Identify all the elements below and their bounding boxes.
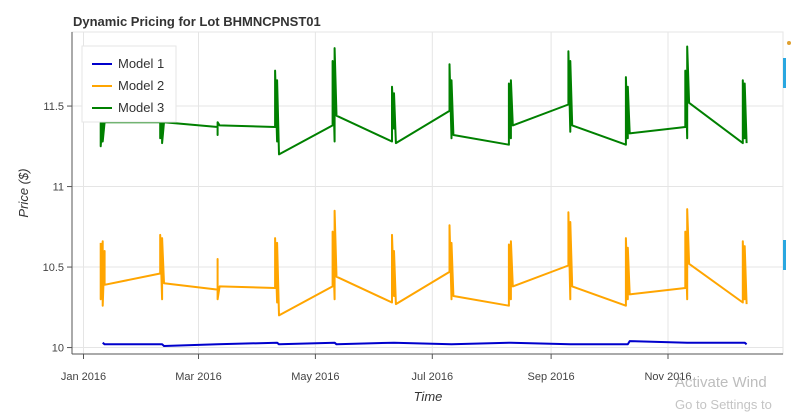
- legend-label-model-1: Model 1: [118, 56, 164, 71]
- x-tick-label: May 2016: [291, 371, 339, 383]
- chart-title: Dynamic Pricing for Lot BHMNCPNST01: [73, 14, 321, 29]
- y-tick-label: 11: [53, 182, 64, 194]
- activation-watermark-title: Activate Wind: [675, 374, 767, 391]
- series-layer: [99, 45, 748, 347]
- legend-label-model-3: Model 3: [118, 100, 164, 115]
- x-tick-label: Nov 2016: [644, 371, 691, 383]
- x-tick-label: Jul 2016: [411, 371, 453, 383]
- grid-layer: [72, 32, 783, 354]
- y-axis-ticks: 10 10.5 11 11.5: [43, 101, 72, 355]
- y-tick-label: 10.5: [43, 262, 64, 274]
- corner-dot: [787, 41, 791, 45]
- x-tick-label: Sep 2016: [528, 371, 575, 383]
- legend-label-model-2: Model 2: [118, 78, 164, 93]
- series-line-model-3: [99, 45, 748, 156]
- x-axis-ticks: Jan 2016 Mar 2016 May 2016 Jul 2016 Sep 2016…: [61, 354, 692, 383]
- activation-watermark-subtitle: Go to Settings to: [675, 397, 772, 412]
- legend: Model 1 Model 2 Model 3: [81, 45, 177, 123]
- side-marker-top: [783, 58, 786, 88]
- y-tick-label: 10: [52, 343, 64, 355]
- y-axis-label: Price ($): [16, 168, 31, 217]
- plot-frame: [71, 31, 784, 355]
- side-marker-bottom: [783, 240, 786, 270]
- x-tick-label: Jan 2016: [61, 371, 106, 383]
- x-axis-label: Time: [414, 389, 443, 404]
- series-line-model-2: [99, 208, 748, 317]
- x-tick-label: Mar 2016: [175, 371, 221, 383]
- y-tick-label: 11.5: [43, 101, 64, 113]
- legend-box: [81, 45, 177, 123]
- series-line-model-1: [102, 340, 748, 347]
